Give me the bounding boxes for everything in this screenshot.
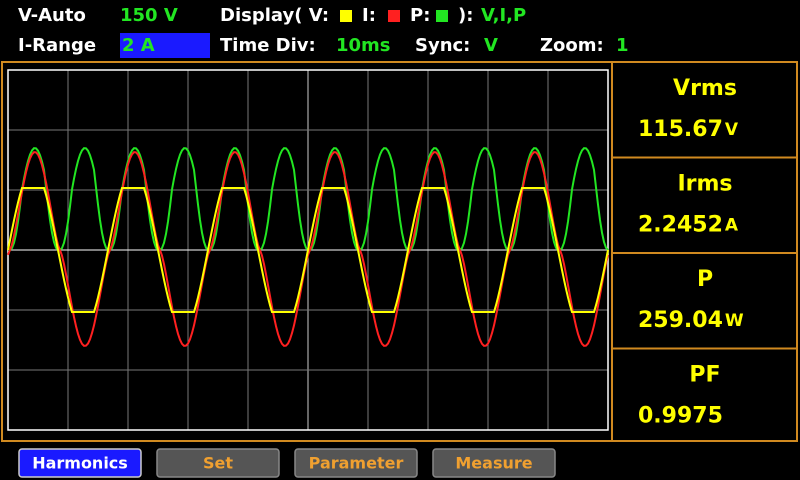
button-label[interactable]: Harmonics <box>32 454 128 473</box>
time-div-label: Time Div: <box>220 35 316 56</box>
p-label: P: <box>410 5 430 26</box>
voltage-wave <box>7 187 609 313</box>
p-swatch <box>436 10 448 22</box>
i-range-box[interactable] <box>120 33 210 58</box>
readings-panel: Vrms 115.67 V Irms 2.2452 A P 259.04 W PF 0.9975 <box>612 76 797 429</box>
button[interactable] <box>156 448 280 478</box>
reading-number: 115.67 <box>638 117 723 142</box>
reading-unit: A <box>725 216 739 236</box>
display-close: ): <box>458 5 473 26</box>
zoom-value: 1 <box>616 35 629 56</box>
i-swatch <box>388 10 400 22</box>
reading-unit: W <box>725 311 744 331</box>
reading-label: Irms <box>677 172 732 197</box>
button-label[interactable]: Measure <box>455 454 532 473</box>
display-label: Display( V: <box>220 5 329 26</box>
display-value: V,I,P <box>481 5 526 26</box>
button[interactable] <box>18 448 142 478</box>
reading-number: 259.04 <box>638 308 723 333</box>
i-range-value: 2 A <box>122 35 155 56</box>
main-frame <box>1 61 798 442</box>
button-bar: Harmonics Set Parameter Measure <box>18 448 556 478</box>
i-range-label: I-Range <box>18 35 96 56</box>
reading-value: 2.2452 A <box>638 213 739 238</box>
reading-number: 2.2452 <box>638 213 723 238</box>
button[interactable] <box>432 448 556 478</box>
sync-label: Sync: <box>415 35 470 56</box>
time-div-value: 10ms <box>336 35 391 56</box>
button-label[interactable]: Set <box>203 454 233 473</box>
waveforms <box>7 147 609 347</box>
reading-label: PF <box>689 363 720 388</box>
reading-value: 0.9975 <box>638 404 723 429</box>
i-label: I: <box>362 5 376 26</box>
range: 150 V <box>120 5 178 26</box>
reading-value: 115.67 V <box>638 117 739 142</box>
mode: V-Auto <box>18 5 86 26</box>
zoom-label: Zoom: <box>540 35 604 56</box>
reading-number: 0.9975 <box>638 404 723 429</box>
reading-label: Vrms <box>673 76 737 101</box>
button[interactable] <box>294 448 418 478</box>
reading-label: P <box>697 267 713 292</box>
sync-value: V <box>484 35 498 56</box>
reading-value: 259.04 W <box>638 308 744 333</box>
button-label[interactable]: Parameter <box>309 454 404 473</box>
reading-unit: V <box>725 120 739 140</box>
v-swatch <box>340 10 352 22</box>
